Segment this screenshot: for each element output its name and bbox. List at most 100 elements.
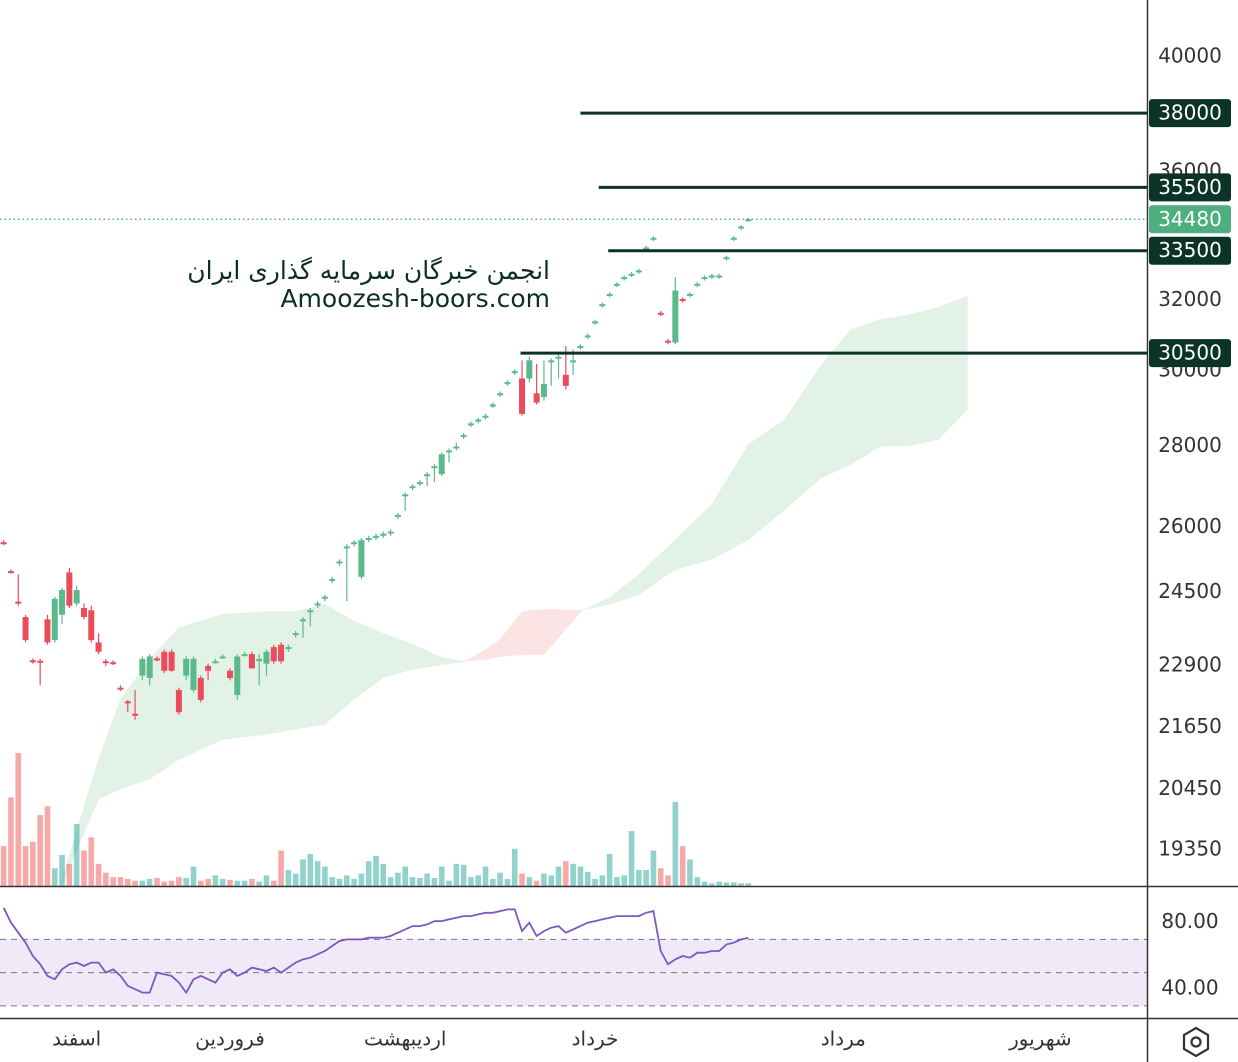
y-tick-label: 26000 — [1158, 514, 1222, 538]
candle-body — [599, 304, 606, 307]
volume-bar — [650, 850, 657, 886]
cloud-segment — [879, 314, 910, 447]
volume-bar — [679, 846, 686, 886]
candle-body — [234, 656, 241, 695]
volume-bar — [22, 846, 29, 886]
candle-body — [0, 542, 7, 545]
volume-bar — [263, 875, 270, 886]
volume-bar — [95, 863, 102, 886]
candle-body — [402, 494, 409, 497]
rsi-tick-label: 80.00 — [1161, 909, 1218, 933]
y-tick-label: 32000 — [1158, 287, 1222, 311]
volume-bar — [614, 877, 620, 886]
candle-body — [504, 382, 511, 385]
volume-bar — [117, 877, 124, 886]
candle-body — [161, 651, 168, 671]
candle-body — [424, 474, 431, 477]
candle-body — [124, 701, 131, 704]
price-label: 35500 — [1158, 175, 1222, 199]
candle-body — [278, 644, 285, 662]
settings-hexagon[interactable] — [1182, 1026, 1210, 1058]
candle-body — [351, 542, 358, 545]
candle-body — [446, 450, 453, 453]
candle-body — [358, 540, 365, 577]
candle-body — [686, 293, 693, 296]
volume-bar — [190, 866, 197, 886]
candle-body — [183, 658, 190, 676]
price-label-box — [1149, 173, 1231, 202]
candle-body — [394, 514, 401, 517]
volume-bar — [577, 866, 584, 886]
volume-bar — [37, 815, 43, 886]
candle-body — [285, 647, 292, 650]
settings-icon[interactable] — [1182, 1026, 1210, 1058]
volume-bar — [292, 873, 299, 886]
candle-body — [117, 687, 124, 690]
volume-bar — [417, 878, 423, 886]
candle-body — [438, 454, 445, 475]
volume-bar — [373, 855, 379, 886]
candle-body — [307, 610, 314, 613]
y-tick-label: 24500 — [1158, 579, 1222, 603]
candle-body — [7, 571, 14, 574]
volume-bar — [30, 841, 36, 886]
volume-bar — [307, 854, 314, 886]
volume-bar — [59, 854, 65, 886]
volume-bar — [468, 877, 474, 886]
candle-body — [175, 690, 182, 713]
candle-body — [643, 247, 650, 250]
volume-bar — [395, 872, 401, 886]
candle-body — [489, 404, 496, 407]
volume-bar — [563, 861, 569, 886]
candle-body — [51, 598, 58, 641]
cloud-segment — [521, 608, 545, 655]
candle-body — [555, 356, 562, 359]
candle-body — [299, 619, 306, 622]
price-label: 34480 — [1158, 207, 1222, 231]
volume-bar — [380, 863, 387, 886]
volume-bar — [738, 883, 744, 886]
candle-body — [80, 607, 87, 618]
volume-bar — [446, 880, 452, 886]
candle-body — [336, 561, 343, 564]
candle-body — [168, 651, 175, 671]
candle-body — [708, 275, 715, 278]
volume-bar — [88, 837, 95, 886]
volume-bar — [110, 877, 116, 886]
volume-bar — [197, 880, 204, 886]
candle-body — [139, 658, 146, 676]
volume-bar — [672, 801, 679, 886]
volume-bar — [249, 878, 255, 886]
volume-bar — [329, 877, 335, 886]
candle-body — [132, 713, 139, 716]
candle-body — [110, 662, 117, 665]
candle-body — [66, 572, 73, 606]
candle-body — [511, 371, 518, 374]
x-tick-label: خرداد — [572, 1027, 619, 1051]
candle-body — [146, 656, 153, 678]
candle-body — [613, 283, 620, 286]
candle-body — [241, 654, 248, 657]
candle-body — [219, 656, 226, 659]
volume-bar — [511, 848, 518, 886]
volume-bar — [387, 877, 394, 886]
volume-bar — [241, 880, 248, 886]
settings-dot[interactable] — [1190, 1036, 1202, 1048]
candle-body — [540, 383, 547, 397]
candle-body — [526, 360, 533, 379]
price-label-box — [1149, 205, 1231, 234]
axis-layer: 1935020450216502290024500260002800030000… — [52, 44, 1231, 1051]
price-label-box — [1149, 99, 1231, 128]
volume-bar — [227, 879, 233, 886]
volume-bar — [314, 861, 321, 886]
candle-body — [657, 312, 664, 315]
candle-body — [716, 275, 723, 278]
candle-body — [44, 619, 51, 643]
candle-body — [482, 415, 489, 418]
volume-bar — [599, 875, 606, 886]
candle-body — [431, 466, 438, 469]
volume-bar — [270, 880, 277, 886]
candle-body — [730, 237, 737, 240]
volume-bar — [44, 806, 51, 886]
